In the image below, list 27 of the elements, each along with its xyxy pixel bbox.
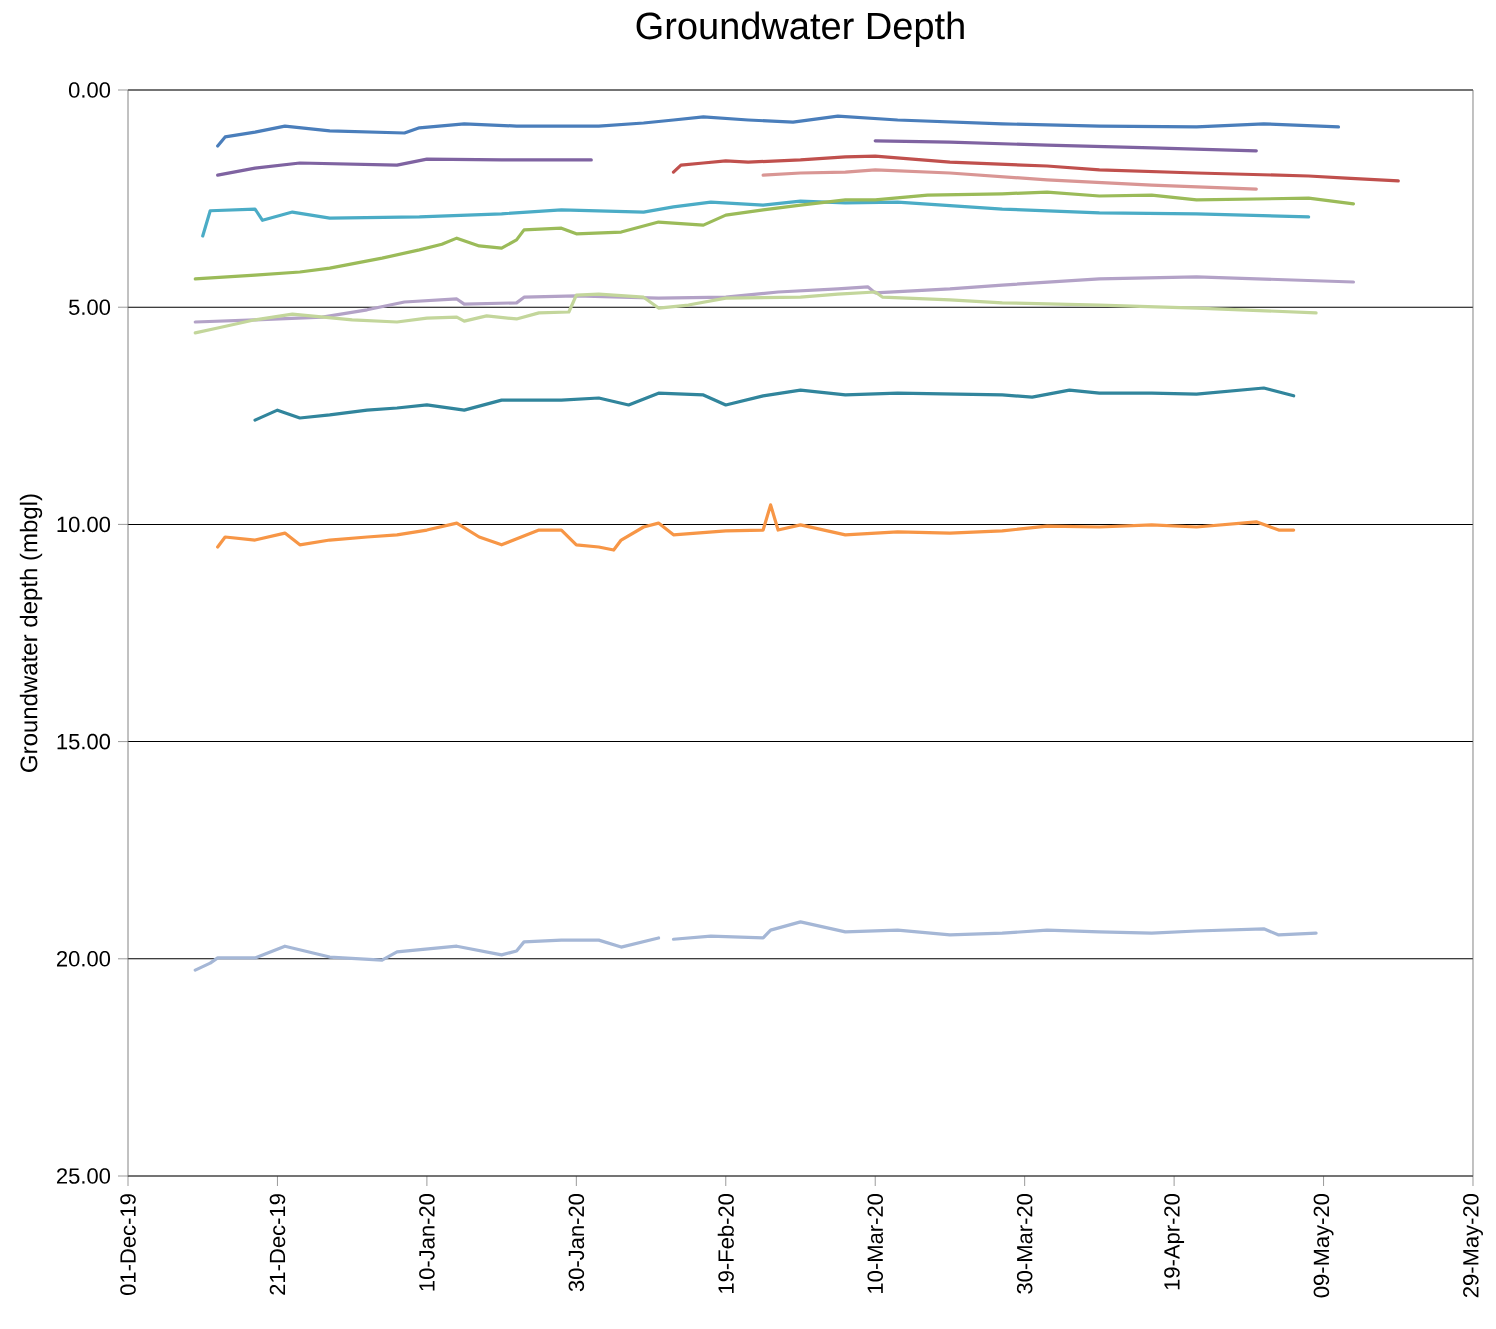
x-tick-label: 30-Jan-20 [568, 1193, 585, 1292]
x-tick-label: 19-Feb-20 [717, 1193, 734, 1293]
x-tick-label: 10-Mar-20 [867, 1193, 884, 1293]
y-tick-label: 25.00 [56, 1168, 111, 1184]
x-tick-label: 10-Jan-20 [419, 1193, 435, 1291]
x-tick-label: 19-Apr-20 [1164, 1193, 1185, 1290]
chart-title: Groundwater Depth [636, 11, 964, 47]
y-tick-label: 20.00 [56, 951, 111, 967]
line-series [193, 275, 1356, 324]
y-tick-label: 10.00 [57, 516, 111, 533]
line-series [201, 199, 1311, 238]
line-series [671, 154, 1400, 183]
line-series [193, 190, 1356, 281]
x-tick-label: 09-May-20 [1313, 1193, 1334, 1298]
line-series [253, 386, 1296, 422]
line-series [216, 503, 1296, 552]
line-series [761, 168, 1258, 191]
line-series [216, 114, 1341, 148]
line-series [193, 290, 1318, 335]
x-tick-label: 30-Mar-20 [1016, 1193, 1033, 1294]
y-tick-label: 0.00 [68, 82, 111, 98]
x-tick-label: 29-May-20 [1463, 1193, 1483, 1298]
y-tick-label: 5.00 [69, 299, 111, 315]
x-tick-label: 21-Dec-19 [269, 1194, 286, 1295]
x-tick-label: 01-Dec-19 [120, 1194, 136, 1295]
y-tick-label: 15.00 [57, 733, 111, 750]
y-axis-title: Groundwater depth (mbgl) [19, 494, 43, 772]
